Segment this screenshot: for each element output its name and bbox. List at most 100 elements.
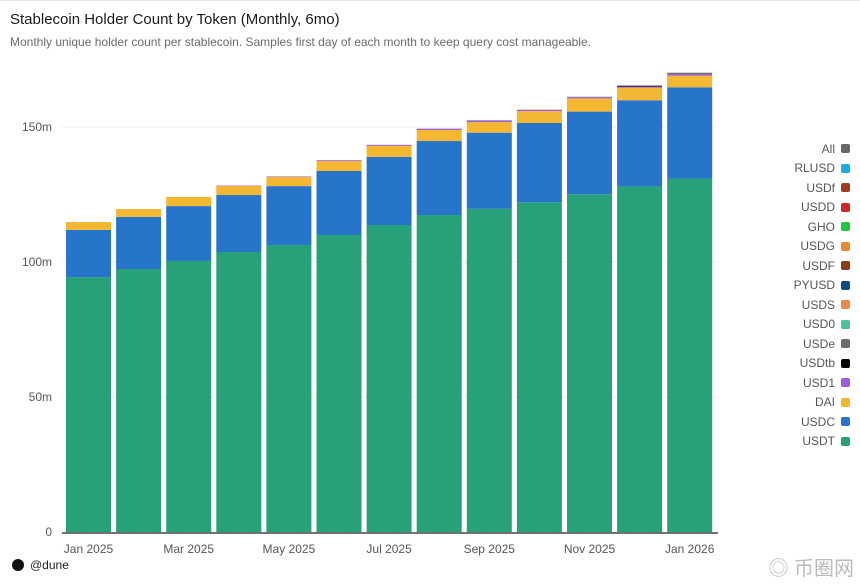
bar-segment-usd1 — [367, 145, 412, 146]
bar-segment-usdt — [417, 215, 462, 532]
bar-segment-usdt — [567, 194, 612, 532]
legend-label: USDf — [806, 181, 835, 195]
bar-segment-usdc — [667, 87, 712, 178]
legend-item-usdg[interactable]: USDG — [760, 237, 850, 257]
bar-segment-dai — [116, 209, 161, 217]
bar-segment-usdc — [617, 100, 662, 186]
legend-item-rlusd[interactable]: RLUSD — [760, 159, 850, 179]
bar-segment-usdc — [216, 195, 261, 252]
watermark-logo: ◎ 币圈网 — [768, 552, 854, 581]
x-tick-label: Jan 2025 — [64, 542, 114, 556]
legend-label: PYUSD — [794, 278, 835, 292]
dune-logo-icon — [12, 559, 24, 571]
legend-swatch — [841, 417, 850, 426]
bar-segment-usdc — [116, 217, 161, 269]
legend: All RLUSD USDf USDD GHO USDG USDF PYUSD USDS USD0… — [760, 139, 850, 451]
legend-item-usd1[interactable]: USD1 — [760, 373, 850, 393]
legend-swatch — [841, 281, 850, 290]
legend-item-all[interactable]: All — [760, 139, 850, 159]
bar-segment-usd1 — [216, 186, 261, 187]
bar-segment-usd1 — [467, 121, 512, 122]
bar-segment-usd1 — [667, 74, 712, 75]
legend-label: USDtb — [800, 356, 835, 370]
bar-segment-dai — [367, 146, 412, 157]
bar-segment-usde — [617, 85, 662, 86]
legend-item-usdt[interactable]: USDT — [760, 432, 850, 452]
legend-label: USDD — [801, 200, 835, 214]
legend-swatch — [841, 261, 850, 270]
bar-segment-usdtb — [617, 86, 662, 87]
legend-label: USDS — [802, 298, 835, 312]
bar-segment-usd1 — [266, 176, 311, 177]
y-tick-label: 0 — [45, 525, 52, 539]
legend-item-dai[interactable]: DAI — [760, 393, 850, 413]
legend-item-usds[interactable]: USDS — [760, 295, 850, 315]
bar-segment-usde — [667, 73, 712, 75]
legend-item-usdf[interactable]: USDF — [760, 256, 850, 276]
legend-item-usd0[interactable]: USD0 — [760, 315, 850, 335]
bar-segment-dai — [617, 88, 662, 101]
legend-label: GHO — [808, 220, 835, 234]
bar-segment-dai — [567, 98, 612, 111]
x-tick-label: Nov 2025 — [564, 542, 616, 556]
bar-segment-dai — [266, 177, 311, 186]
bar-segment-usdt — [517, 202, 562, 532]
bar-segment-usdt — [266, 245, 311, 532]
y-tick-label: 150m — [22, 120, 52, 134]
bar-segment-usdt — [116, 269, 161, 532]
legend-label: DAI — [815, 395, 835, 409]
legend-swatch — [841, 183, 850, 192]
bar-segment-dai — [517, 111, 562, 123]
legend-label: RLUSD — [794, 161, 835, 175]
bar-segment-usdc — [166, 206, 211, 261]
bar-segment-dai — [216, 186, 261, 195]
legend-swatch — [841, 359, 850, 368]
bar-segment-usd1 — [417, 129, 462, 130]
legend-item-gho[interactable]: GHO — [760, 217, 850, 237]
legend-swatch — [841, 378, 850, 387]
legend-swatch — [841, 203, 850, 212]
legend-item-usdtb[interactable]: USDtb — [760, 354, 850, 374]
y-tick-label: 50m — [29, 390, 52, 404]
x-tick-label: May 2025 — [263, 542, 316, 556]
legend-swatch — [841, 339, 850, 348]
legend-item-usdd[interactable]: USDD — [760, 198, 850, 218]
bar-segment-usdt — [367, 225, 412, 532]
legend-swatch — [841, 222, 850, 231]
legend-label: USDF — [802, 259, 835, 273]
legend-label: USDC — [801, 415, 835, 429]
x-tick-label: Jan 2026 — [665, 542, 715, 556]
legend-swatch — [841, 164, 850, 173]
bar-segment-dai — [467, 122, 512, 133]
x-tick-label: Jul 2025 — [366, 542, 412, 556]
legend-swatch — [841, 398, 850, 407]
legend-swatch — [841, 320, 850, 329]
bar-segment-usd1 — [517, 110, 562, 111]
legend-item-usdf[interactable]: USDf — [760, 178, 850, 198]
bar-segment-usdc — [567, 112, 612, 195]
bar-segment-dai — [417, 130, 462, 141]
legend-swatch — [841, 144, 850, 153]
bar-segment-usdt — [667, 179, 712, 532]
bar-segment-usdt — [66, 277, 111, 532]
legend-item-pyusd[interactable]: PYUSD — [760, 276, 850, 296]
legend-item-usdc[interactable]: USDC — [760, 412, 850, 432]
brand-label[interactable]: @dune — [30, 558, 69, 572]
bar-segment-usdt — [317, 235, 362, 532]
bar-segment-usde — [567, 97, 612, 98]
legend-label: USD0 — [803, 317, 835, 331]
legend-item-usde[interactable]: USDe — [760, 334, 850, 354]
x-tick-label: Mar 2025 — [163, 542, 214, 556]
bar-segment-usd1 — [567, 97, 612, 98]
bar-segment-dai — [66, 222, 111, 230]
bar-segment-usdt — [216, 252, 261, 532]
bar-segment-usdc — [517, 123, 562, 202]
bar-segment-usdt — [617, 186, 662, 532]
bar-segment-usdc — [266, 186, 311, 245]
legend-label: USDe — [803, 337, 835, 351]
footer: @dune — [12, 558, 69, 572]
legend-swatch — [841, 437, 850, 446]
bar-segment-usdt — [467, 209, 512, 532]
